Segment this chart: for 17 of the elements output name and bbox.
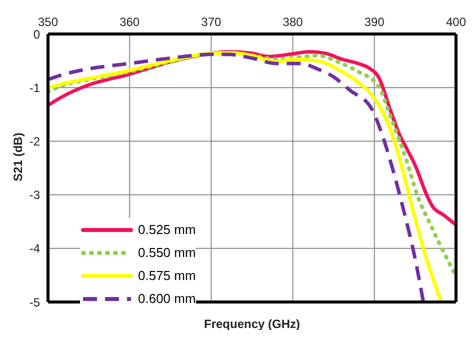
x-tick-label: 400 [446, 15, 466, 29]
y-axis-title: S21 (dB) [11, 132, 25, 184]
x-tick-label: 370 [201, 15, 222, 29]
y-tick-label: 0 [33, 27, 40, 42]
y-tick-label: -2 [29, 134, 40, 148]
x-tick-label: 380 [282, 15, 304, 29]
x-tick-label: 350 [38, 15, 58, 29]
legend-label: 0.575 mm [138, 268, 196, 283]
legend-label: 0.600 mm [138, 291, 196, 306]
y-tick-label: -1 [29, 80, 40, 95]
y-tick-label: -5 [29, 295, 40, 310]
legend-label: 0.550 mm [138, 245, 196, 260]
x-tick-label: 360 [120, 15, 140, 29]
x-tick-label: 390 [364, 15, 385, 29]
y-tick-label: -4 [29, 242, 40, 256]
legend-label: 0.525 mm [138, 222, 196, 237]
y-tick-label: -3 [29, 188, 40, 202]
